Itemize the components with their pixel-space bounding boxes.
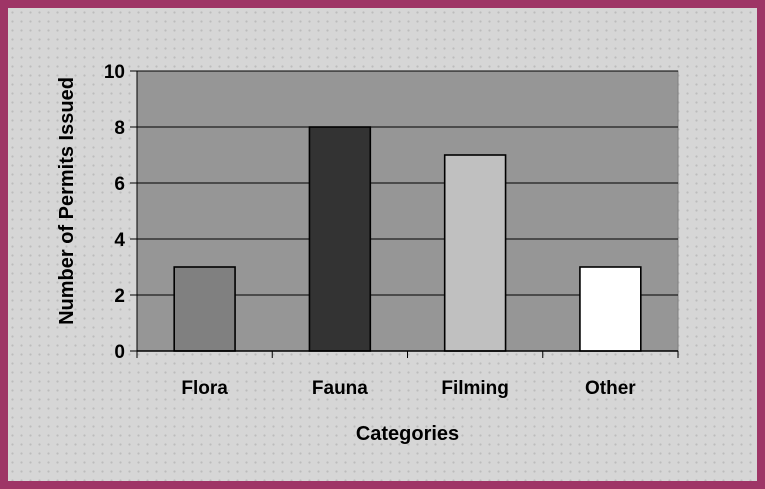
bar-filming [443,154,507,352]
x-tick-label: Filming [441,378,509,399]
bar-fauna [308,126,372,352]
y-tick-label: 10 [104,62,125,83]
bar-flora [173,266,236,352]
x-axis-title: Categories [356,423,459,445]
y-axis-title: Number of Permits Issued [56,77,78,325]
x-tick-label: Fauna [312,378,368,399]
bar-other [579,266,642,352]
y-tick-label: 2 [114,286,125,307]
y-axis: 0 2 4 6 8 10 [104,62,138,363]
x-tick-label: Flora [181,378,228,399]
bars [173,126,642,352]
x-axis: Flora Fauna Filming Other [136,350,679,399]
y-tick-label: 8 [114,118,125,139]
y-tick-label: 4 [114,230,125,251]
x-tick-label: Other [585,378,636,399]
y-tick-label: 6 [114,174,125,195]
y-tick-label: 0 [114,342,125,363]
